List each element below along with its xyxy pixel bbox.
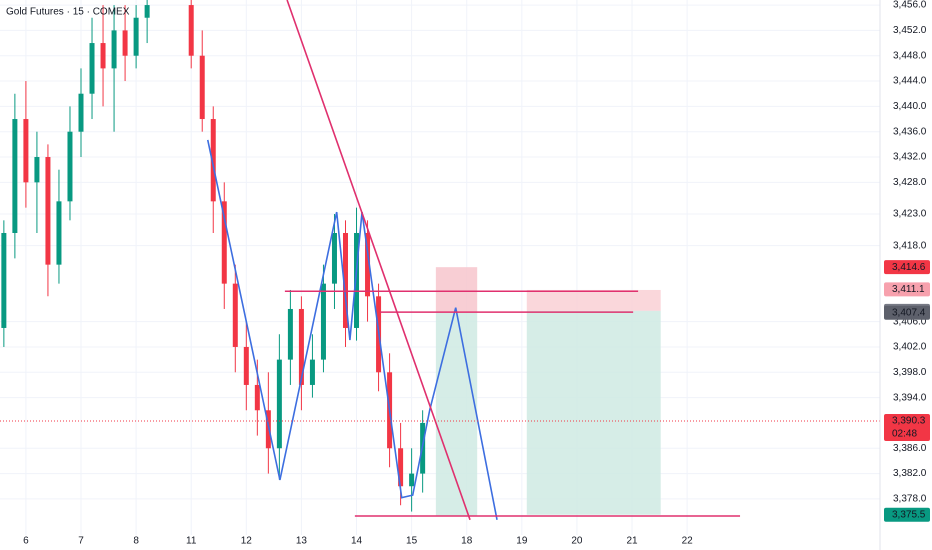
- candle-body: [122, 30, 128, 56]
- candle-body: [221, 201, 227, 284]
- price-axis: 3,456.0 3,452.0 3,448.0 3,444.0 3,440.0 3,436…: [884, 0, 930, 522]
- y-tick-label: 3,423.0: [893, 209, 927, 220]
- position-box: [435, 312, 478, 517]
- x-tick-label: 15: [406, 536, 418, 547]
- price-label-box: [884, 282, 930, 297]
- candle-body: [111, 30, 117, 69]
- x-tick-label: 21: [626, 536, 638, 547]
- x-tick-label: 20: [571, 536, 583, 547]
- price-label: 3,411.1: [892, 284, 925, 295]
- candle-body: [12, 119, 18, 233]
- y-tick-label: 3,456.0: [893, 0, 927, 11]
- countdown-label: 02:48: [892, 429, 917, 440]
- candle-body: [287, 308, 293, 360]
- x-tick-label: 11: [186, 536, 197, 547]
- candle-body: [210, 119, 216, 202]
- last-price-box: [884, 414, 930, 442]
- price-label: 3,407.4: [892, 307, 926, 318]
- candle-body: [1, 232, 7, 328]
- price-label: 3,375.5: [892, 509, 926, 520]
- candle-body: [331, 232, 337, 284]
- candle-body: [254, 384, 260, 411]
- position-box: [435, 267, 478, 313]
- candle-body: [365, 232, 371, 297]
- candle-body: [188, 5, 194, 56]
- drawing-line: [286, 0, 471, 521]
- price-label-box: [884, 507, 930, 522]
- plot-area: [0, 0, 880, 521]
- y-tick-label: 3,398.0: [893, 367, 927, 378]
- y-tick-label: 3,444.0: [893, 76, 927, 87]
- x-tick-label: 18: [461, 536, 473, 547]
- candle-body: [56, 201, 62, 265]
- candle-body: [45, 157, 51, 265]
- position-box: [526, 310, 661, 515]
- candle-body: [298, 308, 304, 385]
- candle-body: [409, 473, 415, 487]
- y-tick-label: 3,406.0: [893, 316, 927, 327]
- candle-body: [276, 359, 282, 449]
- candle-body: [354, 232, 360, 328]
- candle-body: [243, 346, 249, 385]
- x-tick-label: 7: [78, 536, 84, 547]
- y-tick-label: 3,418.0: [893, 240, 927, 251]
- y-tick-label: 3,394.0: [893, 392, 927, 403]
- x-tick-label: 12: [241, 536, 253, 547]
- price-label-box: [884, 260, 930, 275]
- price-label-box: [884, 305, 930, 320]
- chart-title: Gold Futures · 15 · COMEX: [6, 7, 130, 18]
- candle-body: [133, 17, 139, 56]
- candle-body: [34, 157, 40, 183]
- drawing-line: [206, 139, 498, 520]
- candle-body: [232, 283, 238, 347]
- y-tick-label: 3,448.0: [893, 50, 927, 61]
- y-tick-label: 3,386.0: [893, 443, 927, 454]
- x-tick-label: 6: [23, 536, 29, 547]
- x-tick-label: 22: [682, 536, 694, 547]
- candle-body: [265, 410, 271, 449]
- x-tick-label: 13: [296, 536, 308, 547]
- y-tick-label: 3,402.0: [893, 342, 927, 353]
- y-tick-label: 3,382.0: [893, 468, 927, 479]
- last-price-label: 3,390.3: [892, 416, 926, 427]
- y-tick-label: 3,428.0: [893, 177, 927, 188]
- candle-body: [199, 55, 205, 120]
- y-tick-label: 3,378.0: [893, 494, 927, 505]
- candle-body: [23, 119, 29, 183]
- candle-body: [144, 5, 150, 18]
- price-label: 3,414.6: [892, 262, 926, 273]
- x-tick-label: 8: [133, 536, 139, 547]
- y-tick-label: 3,436.0: [893, 126, 927, 137]
- candle-body: [67, 131, 73, 202]
- y-tick-label: 3,452.0: [893, 25, 927, 36]
- candle-body: [320, 283, 326, 360]
- y-tick-label: 3,432.0: [893, 152, 927, 163]
- x-tick-label: 14: [351, 536, 363, 547]
- candle-body: [100, 43, 106, 69]
- candle-body: [398, 448, 404, 487]
- y-tick-label: 3,440.0: [893, 101, 927, 112]
- candle-body: [342, 232, 348, 328]
- candle-body: [89, 43, 95, 94]
- candle-body: [78, 93, 84, 132]
- position-box: [526, 289, 661, 311]
- candle-body: [309, 359, 315, 385]
- x-tick-label: 19: [516, 536, 528, 547]
